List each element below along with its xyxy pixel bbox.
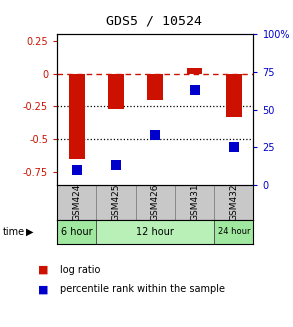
Bar — [147, 74, 163, 100]
Bar — [226, 74, 242, 117]
Text: 6 hour: 6 hour — [61, 227, 93, 237]
Text: GSM426: GSM426 — [151, 184, 160, 221]
Text: 12 hour: 12 hour — [136, 227, 174, 237]
Text: GSM424: GSM424 — [72, 184, 81, 221]
Point — [231, 145, 236, 150]
Bar — [57, 220, 96, 244]
Text: percentile rank within the sample: percentile rank within the sample — [60, 284, 225, 294]
Bar — [187, 68, 202, 74]
Point — [114, 163, 118, 168]
Text: GDS5 / 10524: GDS5 / 10524 — [106, 15, 202, 28]
Text: ■: ■ — [38, 265, 49, 275]
Text: ▶: ▶ — [26, 227, 33, 237]
Text: GSM431: GSM431 — [190, 184, 199, 221]
Bar — [69, 74, 85, 159]
Text: 24 hour: 24 hour — [218, 228, 250, 236]
Bar — [108, 74, 124, 109]
Text: log ratio: log ratio — [60, 265, 100, 275]
Point — [192, 87, 197, 93]
Text: ■: ■ — [38, 284, 49, 294]
Point — [74, 167, 79, 172]
Text: time: time — [3, 227, 25, 237]
Text: GSM432: GSM432 — [229, 184, 238, 221]
Text: GSM425: GSM425 — [112, 184, 120, 221]
Bar — [96, 220, 214, 244]
Bar — [214, 220, 253, 244]
Point — [153, 132, 158, 138]
